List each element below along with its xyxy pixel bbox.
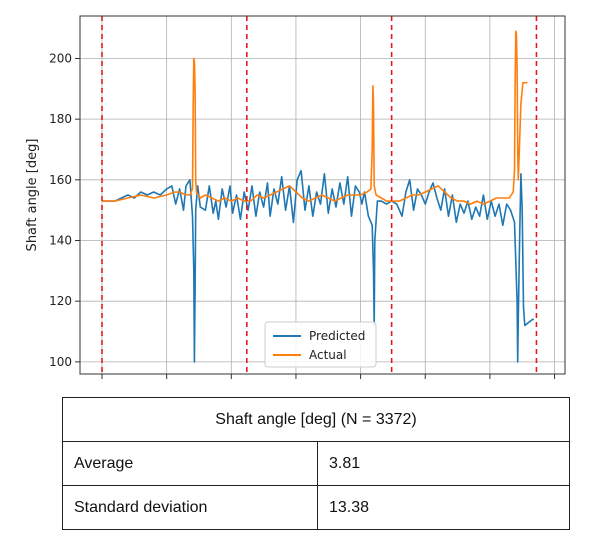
x-axis — [101, 374, 556, 379]
table-row: Standard deviation 13.38 — [62, 485, 570, 530]
y-tick-label: 140 — [49, 234, 72, 248]
legend-label: Predicted — [309, 329, 365, 343]
row-label-average: Average — [62, 441, 318, 486]
grid-lines — [80, 16, 565, 374]
table-title: Shaft angle [deg] (N = 3372) — [62, 397, 570, 442]
row-label-standard-deviation: Standard deviation — [62, 485, 318, 530]
y-tick-label: 200 — [49, 51, 72, 65]
series-lines — [101, 16, 538, 374]
y-tick-label: 120 — [49, 294, 72, 308]
y-axis-label: Shaft angle [deg] — [25, 139, 40, 252]
legend-label: Actual — [309, 348, 347, 362]
series-line-actual — [102, 30, 528, 205]
y-tick-label: 100 — [49, 355, 72, 369]
line-chart: 100 120 140 160 180 200 Shaft angle [deg] Pre… — [25, 15, 566, 379]
table-header-row: Shaft angle [deg] (N = 3372) — [62, 397, 570, 442]
statistics-table: Shaft angle [deg] (N = 3372) Average 3.8… — [62, 397, 570, 530]
series-line-predicted — [102, 169, 534, 363]
row-value-standard-deviation: 13.38 — [317, 485, 570, 530]
row-value-average: 3.81 — [317, 441, 570, 486]
legend: Predicted Actual — [264, 321, 377, 368]
y-tick-label: 160 — [49, 173, 72, 187]
plot-area-frame — [79, 15, 566, 375]
y-tick-label: 180 — [49, 112, 72, 126]
y-axis: 100 120 140 160 180 200 — [49, 51, 80, 369]
table-row: Average 3.81 — [62, 441, 570, 486]
